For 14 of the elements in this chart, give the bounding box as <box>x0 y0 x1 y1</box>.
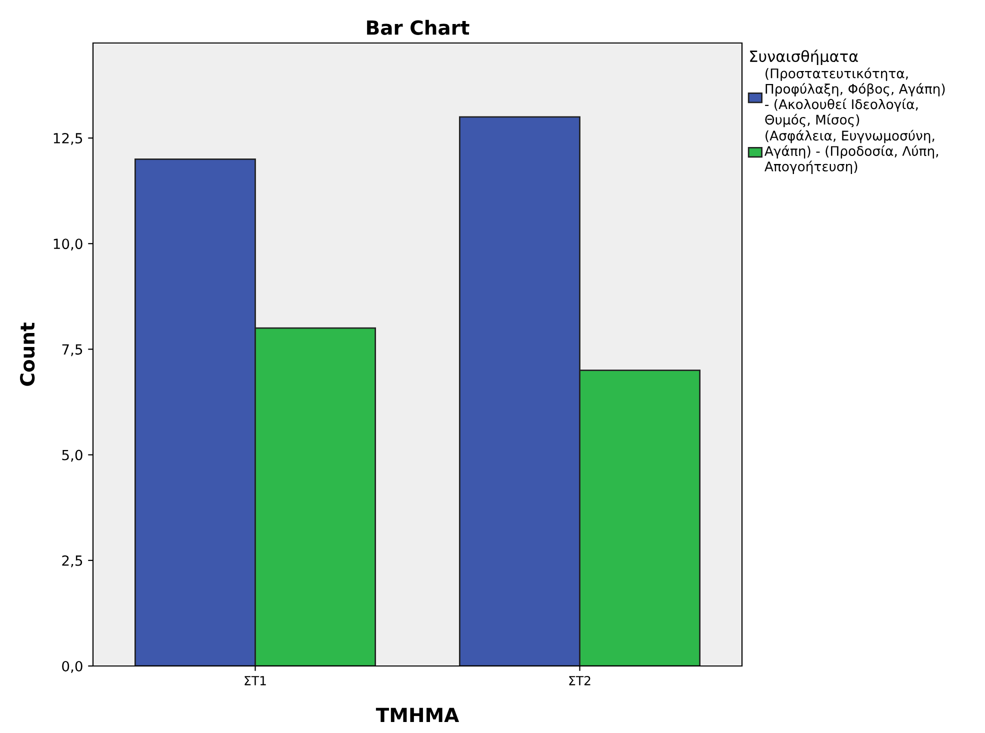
legend-label: (Προστατευτικότητα, Προφύλαξη, Φόβος, Αγάπη) - (Ακολουθεί Ιδεολογία, Θυμός, Μίσος) <box>765 68 945 128</box>
y-tick-label: 10,0 <box>54 238 82 251</box>
y-tick-label: 7,5 <box>62 344 82 356</box>
legend-label: (Ασφάλεια, Ευγνωμοσύνη, Αγάπη) - (Προδοσία, Λύπη, Απογοήτευση) <box>764 130 938 174</box>
chart-title: Bar Chart <box>367 20 470 35</box>
x-tick-label: ΣΤ2 <box>569 676 590 686</box>
legend-title: Συναισθήματα <box>750 50 858 65</box>
y-tick-label: 5,0 <box>62 450 82 462</box>
x-tick-label: ΣΤ1 <box>244 676 266 686</box>
y-tick-label: 0,0 <box>62 660 82 673</box>
y-tick-label: 12,5 <box>54 133 82 145</box>
y-tick-label: 2,5 <box>62 555 82 568</box>
x-axis-title: ΤΜΗΜΑ <box>376 708 460 722</box>
y-axis-title: Count <box>20 322 35 386</box>
